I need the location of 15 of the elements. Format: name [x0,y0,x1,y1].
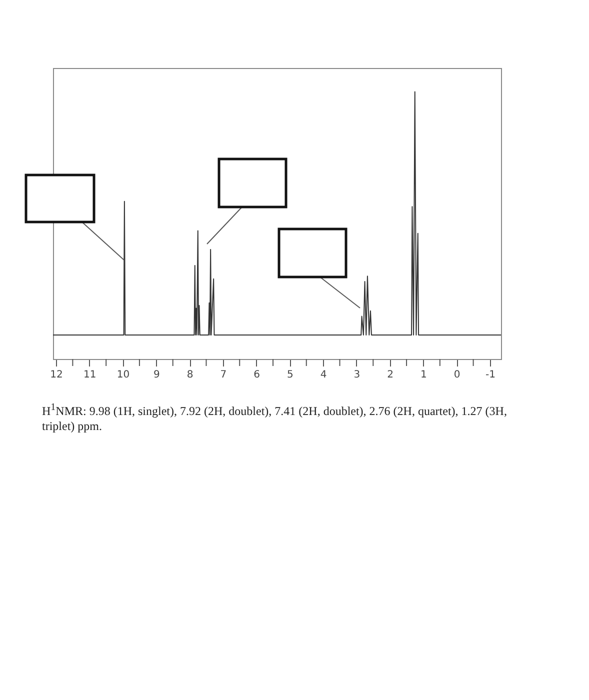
x-tick-label: 10 [116,370,130,380]
x-tick-label: 9 [153,370,160,380]
x-tick-label: 7 [220,370,227,380]
x-tick-label: 6 [254,370,260,380]
text: H$^{1}$NMR: 9.98 (1H, singlet), 7.92 (2H, doublet), 7.41 (2H, doublet), 2.76 (2H, quartet), 1.27 (3H, triplet) ppm. [42,401,508,434]
x-tick-label: 1 [420,370,427,380]
x-tick-label: 5 [287,370,294,380]
x-tick-label: 12 [50,370,63,380]
x-tick-label: 4 [320,370,327,380]
x-tick-label: 3 [354,370,360,380]
x-tick-label: 8 [186,370,194,380]
x-tick-label: 0 [454,370,460,380]
x-tick-label: -1 [485,370,496,380]
x-tick-label: 11 [84,370,96,380]
x-tick-label: 2 [387,370,394,380]
